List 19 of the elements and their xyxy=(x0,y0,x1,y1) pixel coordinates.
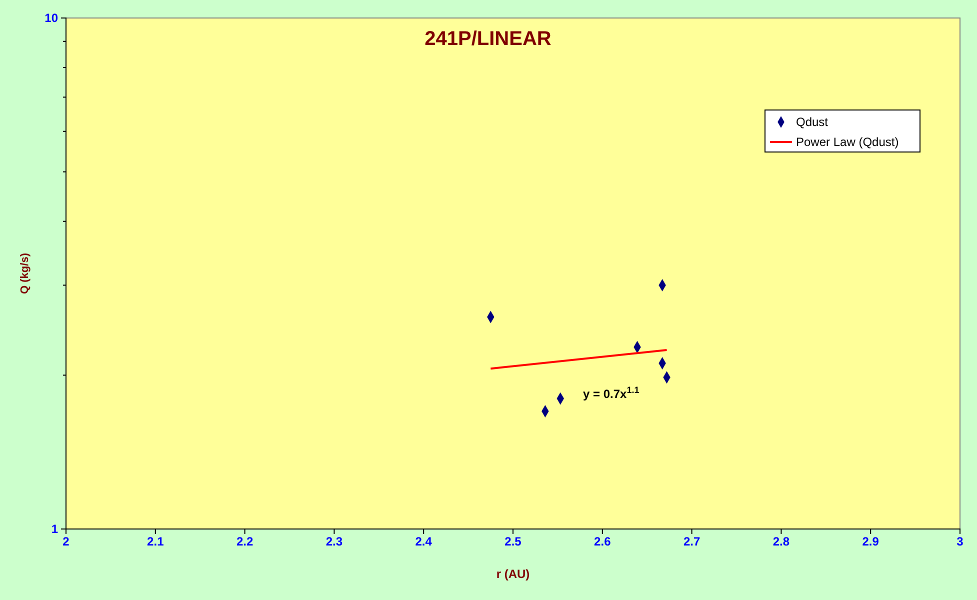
x-tick-label: 3 xyxy=(956,534,964,549)
x-tick-label: 2.5 xyxy=(504,534,522,549)
y-tick-label: 1 xyxy=(51,522,58,536)
x-tick-label: 2.7 xyxy=(683,534,700,549)
x-tick-label: 2.1 xyxy=(147,534,164,549)
legend-label: Qdust xyxy=(796,115,829,129)
x-tick-label: 2.8 xyxy=(772,534,790,549)
x-tick-label: 2 xyxy=(62,534,70,549)
annotation: y = 0.7x$^{1.1}$ xyxy=(583,385,640,401)
x-tick-label: 2.9 xyxy=(862,534,880,549)
x-tick-label: 2.2 xyxy=(236,534,254,549)
x-tick-label: 2.6 xyxy=(594,534,612,549)
y-tick-label: 10 xyxy=(44,10,58,25)
legend-label: Power Law (Qdust) xyxy=(796,135,899,149)
x-tick-label: 2.3 xyxy=(326,534,343,549)
y-axis-title: Q (kg/s) xyxy=(19,252,31,294)
x-tick-label: 2.4 xyxy=(415,534,432,549)
x-axis-title: r (AU) xyxy=(496,567,530,581)
text: 241P/LINEAR xyxy=(424,28,552,50)
